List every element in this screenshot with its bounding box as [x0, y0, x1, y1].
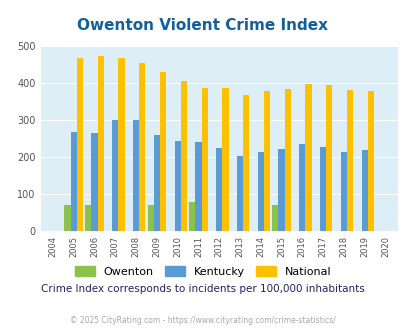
Bar — [319, 147, 325, 231]
Bar — [236, 156, 243, 231]
Bar — [160, 72, 166, 231]
Bar — [147, 205, 153, 231]
Bar — [189, 202, 195, 231]
Bar — [85, 205, 91, 231]
Bar — [139, 63, 145, 231]
Bar — [360, 150, 367, 231]
Bar — [284, 89, 290, 231]
Bar — [64, 205, 70, 231]
Bar — [180, 81, 187, 231]
Bar — [98, 56, 104, 231]
Bar — [118, 58, 124, 231]
Bar — [298, 144, 305, 231]
Bar — [263, 91, 269, 231]
Bar — [257, 151, 263, 231]
Bar — [271, 205, 278, 231]
Bar — [243, 95, 249, 231]
Bar — [367, 91, 373, 231]
Bar — [215, 148, 222, 231]
Bar — [325, 85, 332, 231]
Legend: Owenton, Kentucky, National: Owenton, Kentucky, National — [70, 261, 335, 281]
Bar — [278, 149, 284, 231]
Bar — [77, 58, 83, 231]
Bar — [174, 141, 180, 231]
Bar — [91, 133, 98, 231]
Bar — [133, 120, 139, 231]
Text: Crime Index corresponds to incidents per 100,000 inhabitants: Crime Index corresponds to incidents per… — [41, 284, 364, 294]
Bar — [222, 88, 228, 231]
Bar — [305, 84, 311, 231]
Text: © 2025 CityRating.com - https://www.cityrating.com/crime-statistics/: © 2025 CityRating.com - https://www.city… — [70, 316, 335, 325]
Bar — [340, 152, 346, 231]
Bar — [112, 120, 118, 231]
Bar — [201, 88, 207, 231]
Bar — [195, 142, 201, 231]
Bar — [346, 90, 352, 231]
Text: Owenton Violent Crime Index: Owenton Violent Crime Index — [77, 18, 328, 33]
Bar — [153, 135, 160, 231]
Bar — [70, 132, 77, 231]
